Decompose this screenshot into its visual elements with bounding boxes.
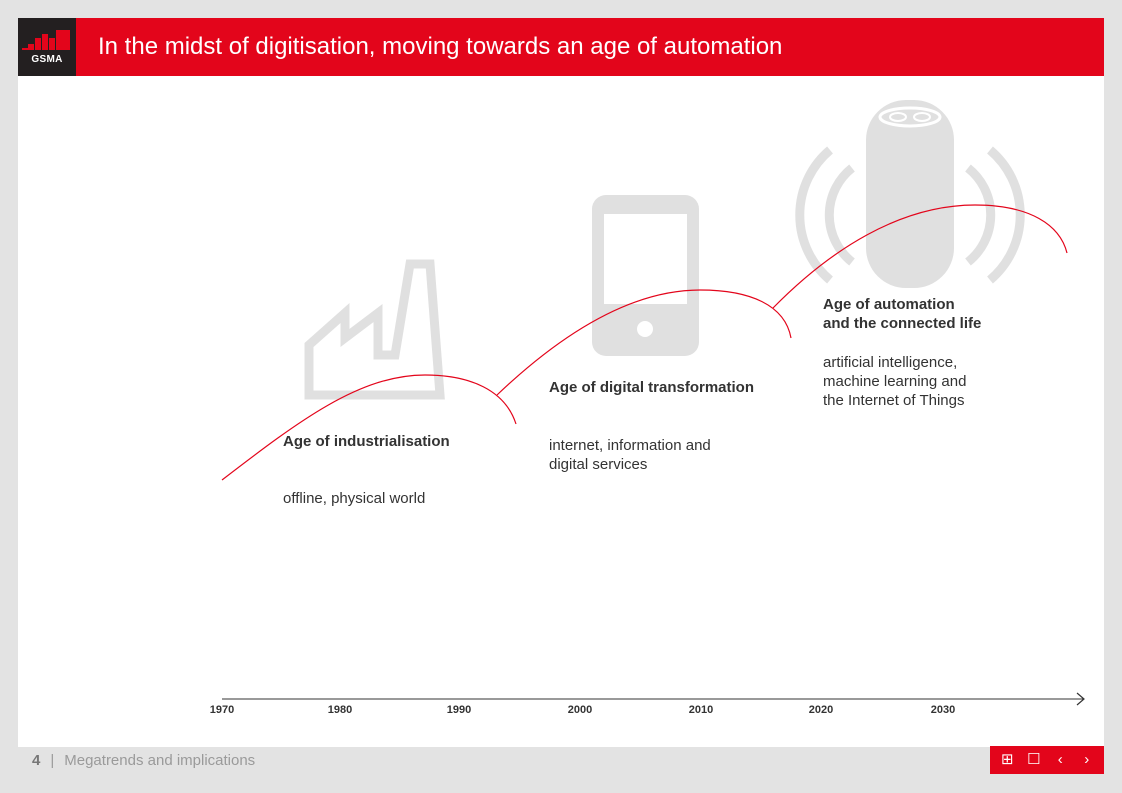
previous-page-icon[interactable]: ‹ bbox=[1057, 751, 1063, 768]
axis-arrow-icon bbox=[1076, 692, 1085, 706]
tick-label: 1990 bbox=[446, 704, 472, 716]
era-desc-industrialisation: offline, physical world bbox=[283, 490, 426, 507]
smart-speaker-icon bbox=[795, 100, 1025, 288]
gsma-logo: GSMA bbox=[18, 18, 76, 76]
page-title: In the midst of digitisation, moving tow… bbox=[98, 33, 783, 60]
arc-digital bbox=[496, 289, 792, 396]
tick-label: 2030 bbox=[930, 704, 956, 716]
next-page-icon[interactable]: › bbox=[1084, 751, 1090, 768]
slide-navigation: ⊞ ☐ ‹ › bbox=[990, 746, 1104, 774]
arc-industrialisation bbox=[221, 374, 517, 481]
page-number: 4 bbox=[32, 752, 41, 769]
logo-bars-icon bbox=[22, 30, 70, 50]
tick-label: 2020 bbox=[808, 704, 834, 716]
single-view-icon[interactable]: ☐ bbox=[1027, 751, 1041, 768]
smartphone-icon bbox=[592, 195, 699, 356]
era-desc-automation-line3: the Internet of Things bbox=[823, 392, 965, 409]
footer: 4 | Megatrends and implications bbox=[32, 752, 255, 769]
era-desc-automation-line1: artificial intelligence, bbox=[823, 354, 958, 371]
era-desc-digital-line1: internet, information and bbox=[549, 437, 711, 454]
tick-label: 2010 bbox=[688, 704, 714, 716]
header-bar: GSMA In the midst of digitisation, movin… bbox=[18, 18, 1104, 76]
era-title-automation-line2: and the connected life bbox=[823, 315, 982, 332]
section-title: Megatrends and implications bbox=[64, 752, 256, 769]
tick-label: 1970 bbox=[209, 704, 235, 716]
era-title-digital: Age of digital transformation bbox=[549, 379, 755, 396]
factory-icon bbox=[304, 259, 445, 400]
logo-text: GSMA bbox=[31, 54, 63, 65]
era-title-industrialisation: Age of industrialisation bbox=[283, 433, 450, 450]
era-desc-automation-line2: machine learning and bbox=[823, 373, 967, 390]
era-title-automation-line1: Age of automation bbox=[823, 296, 955, 313]
grid-view-icon[interactable]: ⊞ bbox=[1000, 751, 1014, 768]
era-desc-digital-line2: digital services bbox=[549, 456, 648, 473]
tick-label: 1980 bbox=[327, 704, 353, 716]
footer-separator: | bbox=[50, 752, 55, 769]
tick-label: 2000 bbox=[567, 704, 593, 716]
arc-automation bbox=[772, 204, 1068, 309]
